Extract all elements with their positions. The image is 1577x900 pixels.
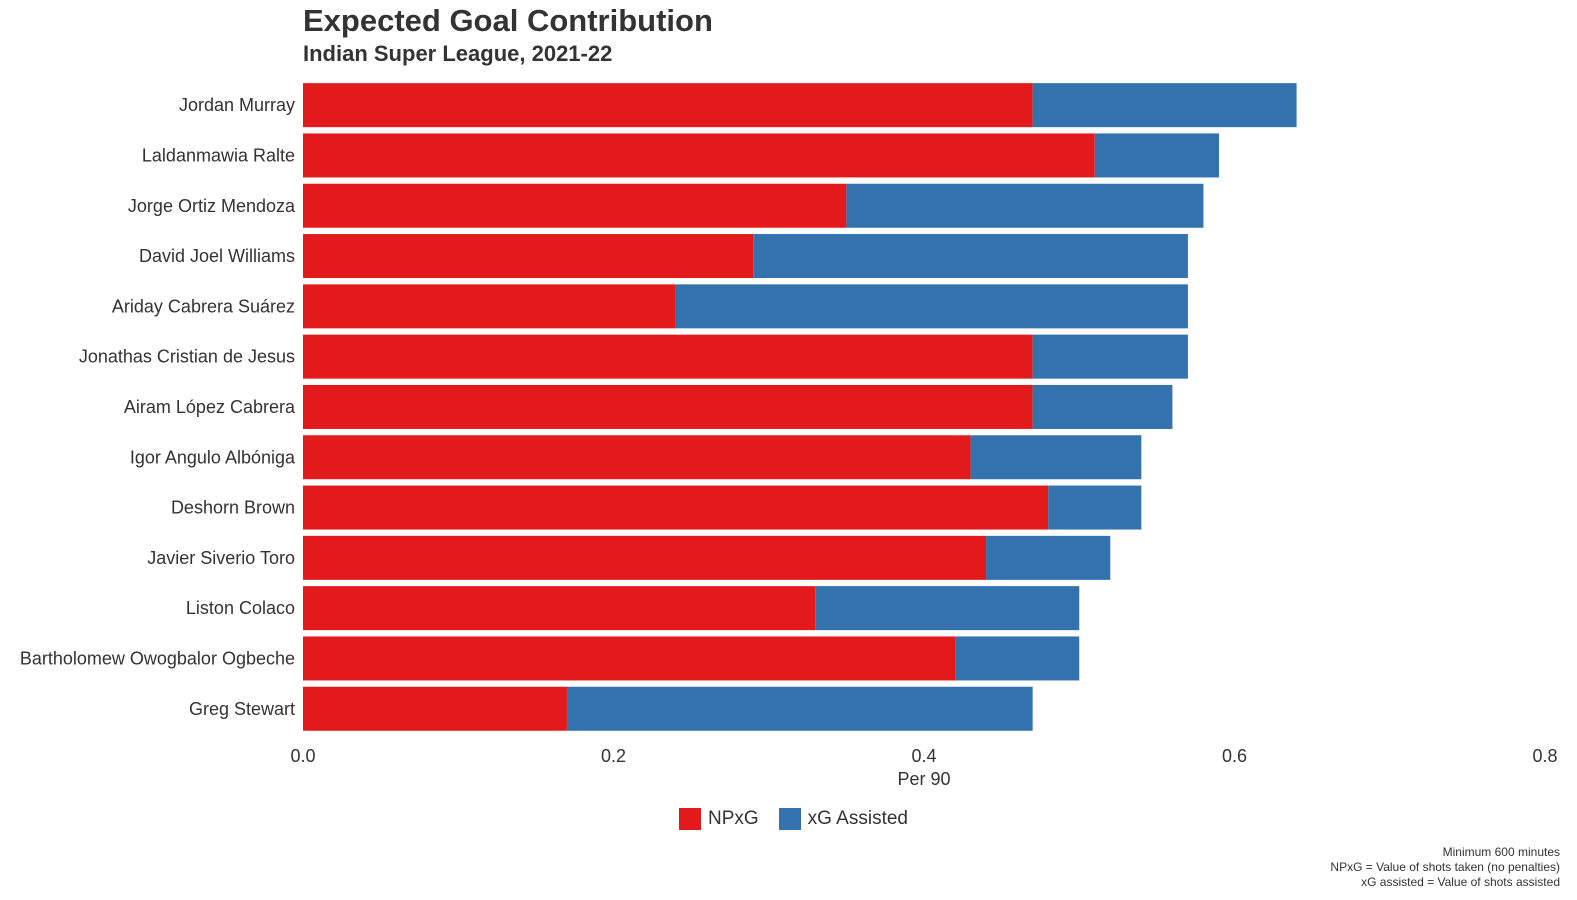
category-label: Jordan Murray xyxy=(179,95,295,115)
x-axis-ticks: 0.0 0.2 0.4 0.6 0.8 xyxy=(290,746,1557,766)
bar-npxg xyxy=(303,234,754,279)
bar-npxg xyxy=(303,485,1049,530)
bar-xg-assisted xyxy=(675,284,1188,329)
x-tick-label: 0.2 xyxy=(601,746,626,766)
x-tick-label: 0.4 xyxy=(911,746,936,766)
bar-npxg xyxy=(303,586,816,631)
legend-key-xg-assisted xyxy=(778,808,801,830)
chart-plot: Jordan Murray Laldanmawia Ralte Jorge Orti… xyxy=(20,83,1558,789)
legend-item-npxg: NPxG xyxy=(669,808,759,830)
bar-npxg xyxy=(303,334,1033,379)
legend: NPxG xG Assisted xyxy=(0,808,1577,830)
x-axis-title: Per 90 xyxy=(897,769,950,789)
bar-npxg xyxy=(303,83,1033,128)
bar-npxg xyxy=(303,284,676,329)
bar-xg-assisted xyxy=(1048,485,1142,530)
category-labels: Jordan Murray Laldanmawia Ralte Jorge Orti… xyxy=(20,95,296,719)
x-tick-label: 0.8 xyxy=(1532,746,1557,766)
bar-xg-assisted xyxy=(1032,83,1297,128)
chart-subtitle: Indian Super League, 2021-22 xyxy=(303,41,613,66)
legend-item-xg-assisted: xG Assisted xyxy=(769,808,908,830)
caption-line: NPxG = Value of shots taken (no penaltie… xyxy=(1330,860,1560,874)
bar-xg-assisted xyxy=(1032,384,1173,429)
category-label: David Joel Williams xyxy=(139,246,295,266)
legend-label-xg-assisted: xG Assisted xyxy=(807,808,908,829)
legend-key-npxg xyxy=(678,808,701,830)
caption-line: xG assisted = Value of shots assisted xyxy=(1361,875,1560,889)
category-label: Deshorn Brown xyxy=(171,498,295,518)
category-label: Greg Stewart xyxy=(189,699,295,719)
bar-xg-assisted xyxy=(955,636,1080,681)
bars-group xyxy=(303,83,1297,731)
chart-title: Expected Goal Contribution xyxy=(303,3,713,38)
bar-npxg xyxy=(303,133,1095,178)
bar-npxg xyxy=(303,686,567,731)
category-label: Jonathas Cristian de Jesus xyxy=(79,347,295,367)
x-tick-label: 0.6 xyxy=(1222,746,1247,766)
bar-npxg xyxy=(303,183,847,228)
x-tick-label: 0.0 xyxy=(290,746,315,766)
caption-line: Minimum 600 minutes xyxy=(1442,845,1560,859)
bar-xg-assisted xyxy=(566,686,1033,731)
category-label: Igor Angulo Albóniga xyxy=(130,447,296,467)
caption: Minimum 600 minutes NPxG = Value of shot… xyxy=(1330,845,1560,890)
bar-xg-assisted xyxy=(753,234,1188,279)
category-label: Airam López Cabrera xyxy=(124,397,296,417)
category-label: Jorge Ortiz Mendoza xyxy=(128,196,296,216)
bar-xg-assisted xyxy=(815,586,1080,631)
category-label: Bartholomew Owogbalor Ogbeche xyxy=(20,648,295,668)
bar-xg-assisted xyxy=(846,183,1204,228)
bar-xg-assisted xyxy=(1032,334,1188,379)
bar-xg-assisted xyxy=(1094,133,1219,178)
category-label: Ariday Cabrera Suárez xyxy=(112,296,295,316)
bar-npxg xyxy=(303,435,971,480)
category-label: Javier Siverio Toro xyxy=(147,548,295,568)
bar-xg-assisted xyxy=(986,535,1111,580)
bar-npxg xyxy=(303,535,987,580)
category-label: Liston Colaco xyxy=(186,598,295,618)
category-label: Laldanmawia Ralte xyxy=(142,145,295,165)
legend-label-npxg: NPxG xyxy=(707,808,759,829)
bar-npxg xyxy=(303,636,956,681)
bar-npxg xyxy=(303,384,1033,429)
bar-xg-assisted xyxy=(970,435,1142,480)
